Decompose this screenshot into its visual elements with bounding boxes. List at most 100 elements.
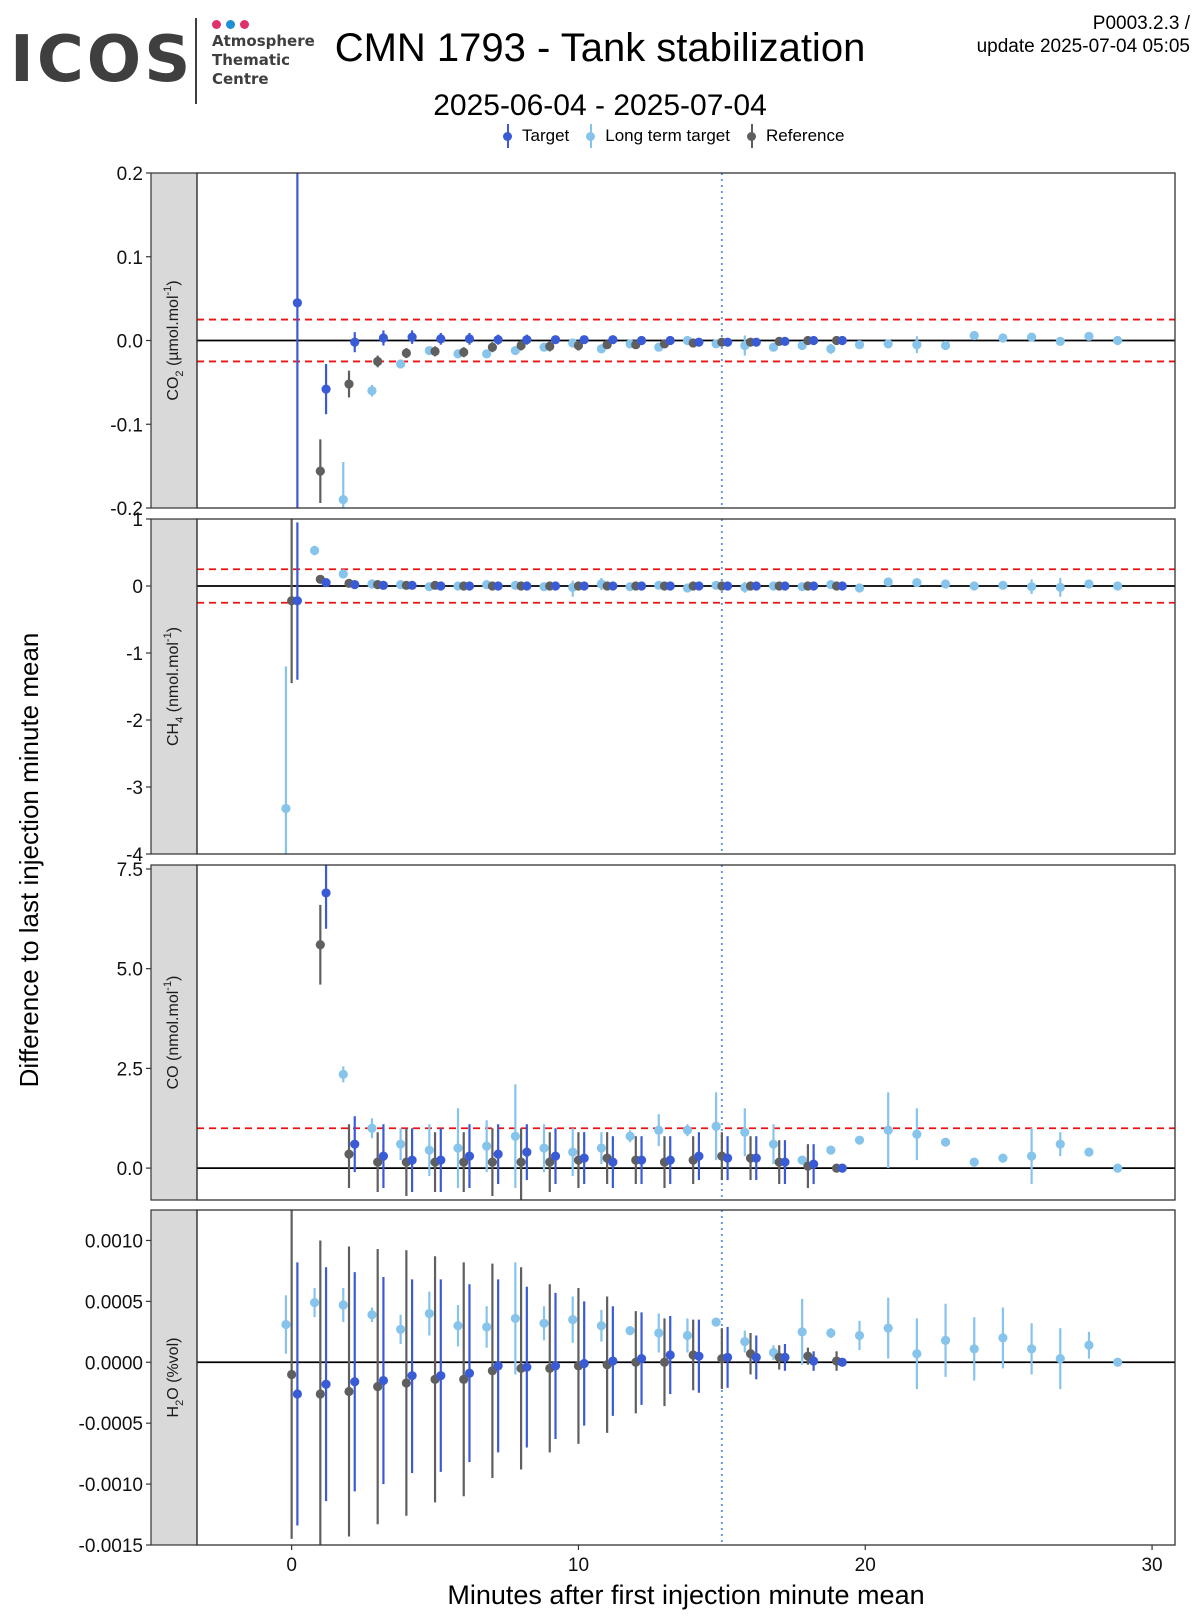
point-longterm — [396, 359, 406, 369]
point-longterm — [510, 1313, 520, 1324]
plot-area-h2o — [197, 1210, 1175, 1545]
point-target — [522, 581, 532, 591]
point-longterm — [768, 342, 779, 352]
point-longterm — [1026, 1151, 1037, 1161]
point-longterm — [854, 1330, 865, 1341]
point-target — [522, 1147, 532, 1157]
legend-key-target — [500, 124, 516, 148]
point-reference — [487, 1157, 498, 1167]
point-longterm — [969, 1344, 979, 1354]
y-tick-label-ch4: -2 — [126, 711, 143, 732]
point-target — [837, 1357, 847, 1367]
point-reference — [373, 356, 383, 367]
point-target — [292, 596, 302, 606]
plot-area-ch4 — [197, 519, 1175, 854]
point-longterm — [940, 1137, 951, 1147]
point-longterm — [539, 1143, 549, 1153]
point-target — [722, 337, 733, 347]
y-tick-label-ch4: -1 — [126, 644, 143, 665]
point-target — [550, 581, 561, 591]
point-reference — [344, 1149, 354, 1159]
point-longterm — [682, 1125, 693, 1135]
point-longterm — [1084, 1340, 1094, 1350]
point-target — [694, 337, 704, 347]
point-target — [550, 1151, 561, 1161]
point-target — [809, 335, 819, 346]
point-target — [636, 1354, 647, 1364]
legend-item-longterm: Long term target — [583, 124, 730, 148]
point-target — [550, 1361, 561, 1371]
point-reference — [344, 1386, 354, 1397]
point-target — [694, 1351, 704, 1361]
point-longterm — [396, 1324, 406, 1334]
y-tick-label-h2o: -0.0015 — [79, 1536, 143, 1557]
point-target — [436, 1371, 446, 1381]
y-tick-label-co2: 0.0 — [117, 332, 143, 353]
panels: CO2 (µmol.mol-1) -0.2 -0.1 0.0 0.1 0.2 CH4 (nm… — [79, 164, 1176, 1576]
point-longterm — [969, 1157, 979, 1167]
strip-co — [150, 864, 198, 1201]
point-reference — [430, 346, 440, 356]
strip-label-co: CO (nmol.mol-1) — [162, 976, 182, 1090]
point-longterm — [682, 1330, 693, 1341]
point-target — [378, 1375, 389, 1386]
point-longterm — [883, 577, 893, 587]
point-longterm — [1026, 582, 1037, 592]
point-longterm — [1113, 1163, 1123, 1173]
point-target — [436, 581, 446, 591]
point-target — [809, 581, 819, 591]
point-longterm — [1084, 1147, 1094, 1157]
x-tick-label: 0 — [286, 1555, 297, 1576]
point-target — [407, 1155, 417, 1165]
point-longterm — [654, 1125, 664, 1135]
point-longterm — [912, 340, 922, 350]
x-axis-label: Minutes after first injection minute mea… — [447, 1580, 924, 1610]
point-longterm — [883, 1125, 893, 1135]
point-longterm — [768, 1139, 779, 1149]
point-longterm — [367, 1123, 377, 1133]
update-timestamp: update 2025-07-04 05:05 — [976, 36, 1190, 57]
point-longterm — [854, 583, 865, 593]
point-target — [350, 1377, 360, 1387]
legend-key-longterm — [583, 124, 599, 148]
point-longterm — [1026, 332, 1037, 342]
point-longterm — [998, 580, 1008, 590]
point-reference — [401, 1378, 411, 1388]
point-longterm — [338, 1300, 348, 1310]
logo-wordmark: ICOS — [10, 23, 194, 97]
y-tick-label-h2o: -0.0010 — [79, 1475, 143, 1496]
point-longterm — [596, 1321, 606, 1331]
point-target — [809, 1356, 819, 1366]
point-target — [321, 578, 331, 588]
y-tick-label-co2: 0.1 — [117, 248, 143, 269]
point-longterm — [912, 1129, 922, 1139]
point-longterm — [912, 1349, 922, 1359]
point-target — [608, 1356, 618, 1366]
point-target — [665, 335, 675, 346]
point-target — [837, 581, 847, 591]
x-tick-label: 20 — [855, 1555, 876, 1576]
point-target — [350, 337, 360, 347]
point-target — [751, 1352, 761, 1362]
point-reference — [373, 1382, 383, 1392]
point-reference — [487, 342, 498, 352]
point-target — [636, 335, 647, 346]
y-tick-label-co2: -0.1 — [110, 415, 143, 436]
logo-line-1: Atmosphere — [212, 32, 315, 50]
y-tick-label-ch4: 0 — [132, 577, 143, 598]
point-reference — [545, 1157, 555, 1167]
point-reference — [516, 1157, 526, 1167]
point-longterm — [367, 386, 377, 396]
point-longterm — [281, 803, 291, 814]
y-tick-label-h2o: 0.0010 — [85, 1231, 143, 1252]
legend-dot-target — [503, 132, 512, 141]
point-longterm — [912, 578, 922, 588]
point-target — [579, 335, 589, 345]
legend-item-reference: Reference — [744, 124, 844, 148]
point-target — [809, 1159, 819, 1169]
point-target — [464, 1151, 475, 1161]
point-target — [321, 888, 331, 898]
point-longterm — [740, 1336, 750, 1347]
point-target — [751, 337, 761, 347]
